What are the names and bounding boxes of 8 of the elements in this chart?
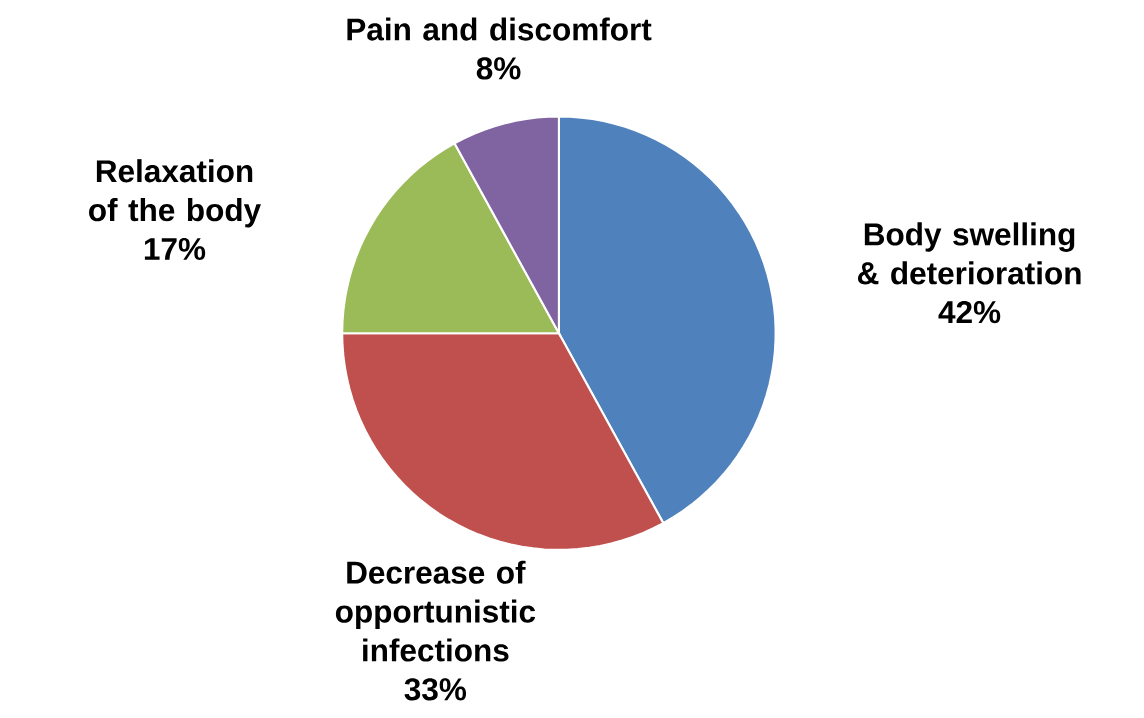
- slice-label: Pain and discomfort: [347, 17, 652, 41]
- slice-label: Body swelling & deterioration: [857, 222, 1081, 285]
- slice-label: Relaxation of the body: [89, 159, 261, 228]
- slice-label: Decrease of opportunistic infections: [335, 560, 536, 662]
- data-label: 17%: [144, 237, 206, 261]
- data-label: 33%: [404, 678, 467, 701]
- data-label: 8%: [476, 57, 521, 80]
- data-label: 42%: [938, 300, 1001, 324]
